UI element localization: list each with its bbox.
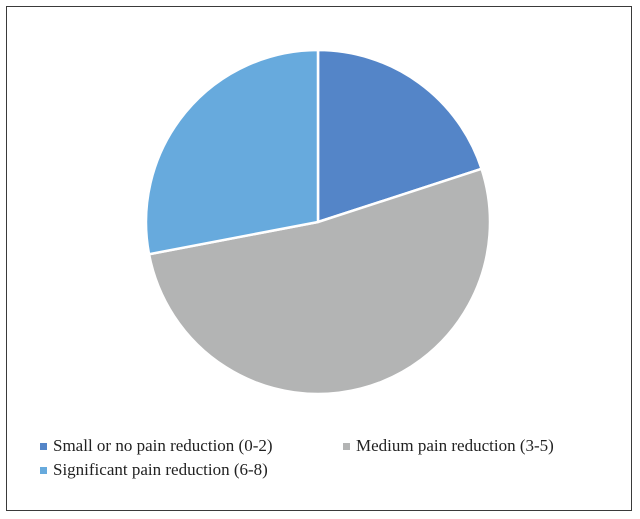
legend-swatch-medium (343, 442, 350, 450)
legend-label-significant: Significant pain reduction (6-8) (53, 460, 268, 479)
pie-slice-small (316, 48, 483, 224)
legend-swatch-small (40, 442, 47, 450)
legend-row-2: Significant pain reduction (6-8) (40, 458, 620, 482)
legend: Small or no pain reduction (0-2) Medium … (40, 434, 620, 482)
legend-item-significant: Significant pain reduction (6-8) (40, 459, 268, 481)
pie-slice-medium (147, 167, 492, 396)
legend-row-1: Small or no pain reduction (0-2) Medium … (40, 434, 620, 458)
pie-slices (144, 48, 492, 396)
legend-label-medium: Medium pain reduction (3-5) (356, 436, 554, 455)
legend-item-small: Small or no pain reduction (0-2) (40, 435, 343, 457)
legend-label-small: Small or no pain reduction (0-2) (53, 436, 273, 455)
legend-swatch-significant (40, 466, 47, 474)
legend-item-medium: Medium pain reduction (3-5) (343, 435, 554, 457)
pie-slice-significant (144, 48, 320, 256)
